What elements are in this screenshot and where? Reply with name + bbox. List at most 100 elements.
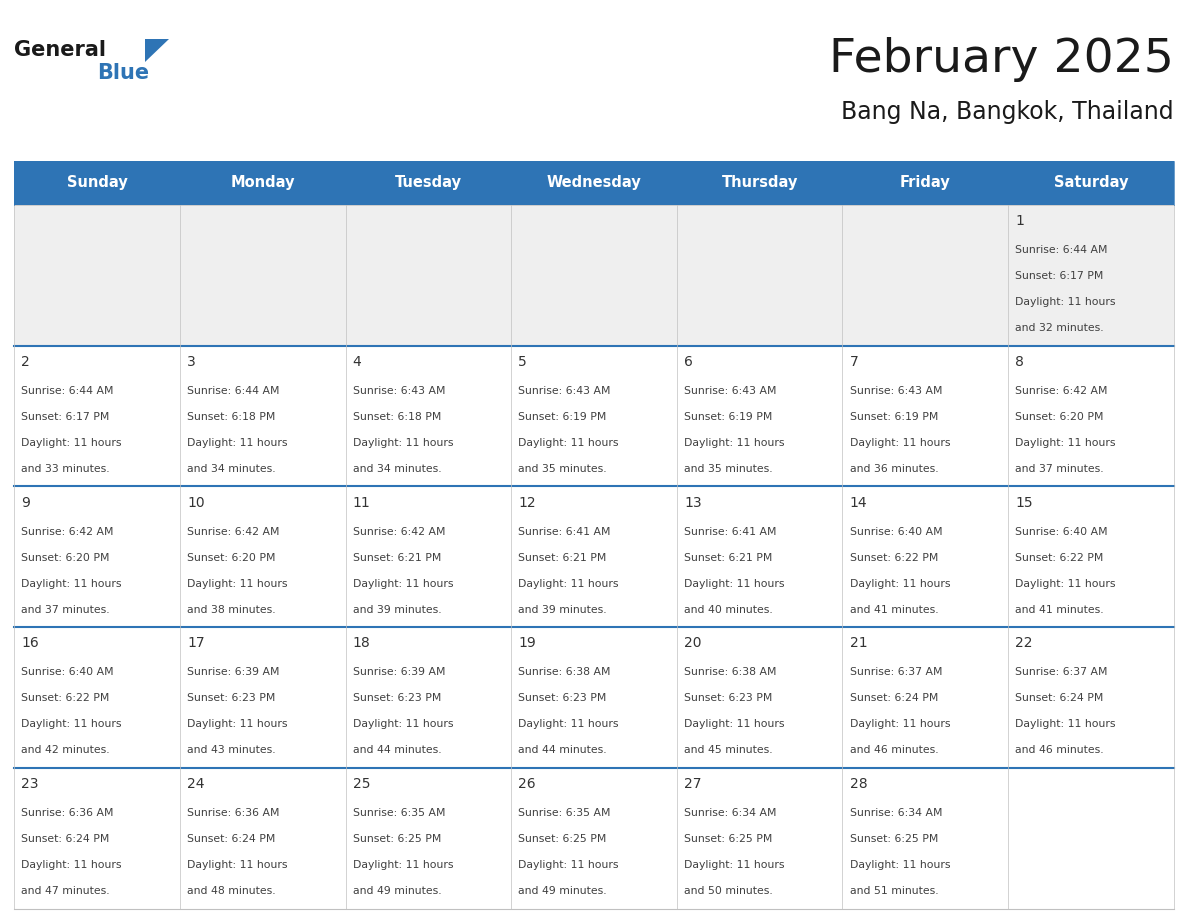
Bar [677,345,842,487]
Text: Sunrise: 6:38 AM: Sunrise: 6:38 AM [684,667,777,677]
Text: Sunset: 6:19 PM: Sunset: 6:19 PM [849,412,939,421]
Text: Sunrise: 6:39 AM: Sunrise: 6:39 AM [353,667,446,677]
Text: 3: 3 [187,354,196,369]
Text: Sunrise: 6:42 AM: Sunrise: 6:42 AM [353,527,446,536]
Text: and 38 minutes.: and 38 minutes. [187,605,276,615]
Text: 26: 26 [518,778,536,791]
Bar [179,205,346,345]
Text: Daylight: 11 hours: Daylight: 11 hours [849,860,950,870]
Text: Sunrise: 6:40 AM: Sunrise: 6:40 AM [21,667,114,677]
Text: and 32 minutes.: and 32 minutes. [1016,323,1104,333]
Text: Sunset: 6:22 PM: Sunset: 6:22 PM [1016,553,1104,563]
Text: Sunrise: 6:37 AM: Sunrise: 6:37 AM [1016,667,1107,677]
Bar [842,345,1009,487]
Text: Sunset: 6:25 PM: Sunset: 6:25 PM [849,834,939,845]
Text: and 39 minutes.: and 39 minutes. [353,605,441,615]
Text: and 41 minutes.: and 41 minutes. [849,605,939,615]
Text: Daylight: 11 hours: Daylight: 11 hours [1016,578,1116,588]
Text: and 51 minutes.: and 51 minutes. [849,886,939,896]
Text: Sunset: 6:21 PM: Sunset: 6:21 PM [518,553,607,563]
Text: Monday: Monday [230,175,295,190]
Text: Sunrise: 6:34 AM: Sunrise: 6:34 AM [684,808,777,818]
Bar [1009,487,1174,627]
Bar [14,161,179,205]
Text: Sunrise: 6:39 AM: Sunrise: 6:39 AM [187,667,279,677]
Bar [511,487,677,627]
Text: 24: 24 [187,778,204,791]
Bar [677,627,842,768]
Text: and 34 minutes.: and 34 minutes. [187,464,276,474]
Text: Daylight: 11 hours: Daylight: 11 hours [187,438,287,448]
Text: Sunset: 6:21 PM: Sunset: 6:21 PM [684,553,772,563]
Bar [842,205,1009,345]
Text: 15: 15 [1016,496,1032,509]
Bar [842,487,1009,627]
Text: and 39 minutes.: and 39 minutes. [518,605,607,615]
Text: Sunrise: 6:42 AM: Sunrise: 6:42 AM [21,527,114,536]
Text: Sunday: Sunday [67,175,127,190]
Bar [677,205,842,345]
Bar [1009,627,1174,768]
Bar [179,487,346,627]
Text: Sunset: 6:19 PM: Sunset: 6:19 PM [684,412,772,421]
Bar [179,627,346,768]
Text: Daylight: 11 hours: Daylight: 11 hours [21,438,122,448]
Text: General: General [14,40,106,61]
Text: and 37 minutes.: and 37 minutes. [21,605,110,615]
Text: and 44 minutes.: and 44 minutes. [518,745,607,756]
Bar [677,161,842,205]
Bar [1009,768,1174,909]
Text: Friday: Friday [899,175,950,190]
Text: Tuesday: Tuesday [394,175,462,190]
Text: Sunset: 6:17 PM: Sunset: 6:17 PM [21,412,109,421]
Text: Daylight: 11 hours: Daylight: 11 hours [684,720,784,730]
Text: 25: 25 [353,778,371,791]
Text: Sunset: 6:24 PM: Sunset: 6:24 PM [849,693,939,703]
Text: Sunrise: 6:40 AM: Sunrise: 6:40 AM [849,527,942,536]
Bar [179,345,346,487]
Text: Sunset: 6:20 PM: Sunset: 6:20 PM [1016,412,1104,421]
Text: 8: 8 [1016,354,1024,369]
Text: and 49 minutes.: and 49 minutes. [353,886,441,896]
Text: 4: 4 [353,354,361,369]
Text: and 41 minutes.: and 41 minutes. [1016,605,1104,615]
Bar [1009,345,1174,487]
Text: Sunset: 6:20 PM: Sunset: 6:20 PM [21,553,109,563]
Text: Daylight: 11 hours: Daylight: 11 hours [684,438,784,448]
Text: 14: 14 [849,496,867,509]
Text: Daylight: 11 hours: Daylight: 11 hours [187,860,287,870]
Text: 21: 21 [849,636,867,650]
Text: Daylight: 11 hours: Daylight: 11 hours [21,720,122,730]
Text: 17: 17 [187,636,204,650]
Bar [511,768,677,909]
Text: Sunrise: 6:43 AM: Sunrise: 6:43 AM [684,386,777,396]
Text: 5: 5 [518,354,527,369]
Text: Blue: Blue [97,63,150,84]
Text: and 44 minutes.: and 44 minutes. [353,745,441,756]
Text: Sunset: 6:23 PM: Sunset: 6:23 PM [187,693,276,703]
Text: Sunrise: 6:42 AM: Sunrise: 6:42 AM [187,527,279,536]
Text: Daylight: 11 hours: Daylight: 11 hours [1016,438,1116,448]
Text: 11: 11 [353,496,371,509]
Text: Daylight: 11 hours: Daylight: 11 hours [353,438,453,448]
Text: Daylight: 11 hours: Daylight: 11 hours [684,860,784,870]
Text: Sunset: 6:25 PM: Sunset: 6:25 PM [518,834,607,845]
Bar [842,627,1009,768]
Text: and 46 minutes.: and 46 minutes. [1016,745,1104,756]
Bar [14,205,179,345]
Text: 27: 27 [684,778,701,791]
Text: Daylight: 11 hours: Daylight: 11 hours [518,438,619,448]
Bar [842,768,1009,909]
Text: Sunrise: 6:43 AM: Sunrise: 6:43 AM [353,386,446,396]
Text: Sunrise: 6:43 AM: Sunrise: 6:43 AM [518,386,611,396]
Text: 28: 28 [849,778,867,791]
Text: and 42 minutes.: and 42 minutes. [21,745,110,756]
Text: Daylight: 11 hours: Daylight: 11 hours [187,720,287,730]
Text: Sunrise: 6:38 AM: Sunrise: 6:38 AM [518,667,611,677]
Text: Sunset: 6:25 PM: Sunset: 6:25 PM [684,834,772,845]
Text: and 33 minutes.: and 33 minutes. [21,464,110,474]
Bar [179,161,346,205]
Bar [677,768,842,909]
Text: Daylight: 11 hours: Daylight: 11 hours [1016,720,1116,730]
Text: Daylight: 11 hours: Daylight: 11 hours [518,578,619,588]
